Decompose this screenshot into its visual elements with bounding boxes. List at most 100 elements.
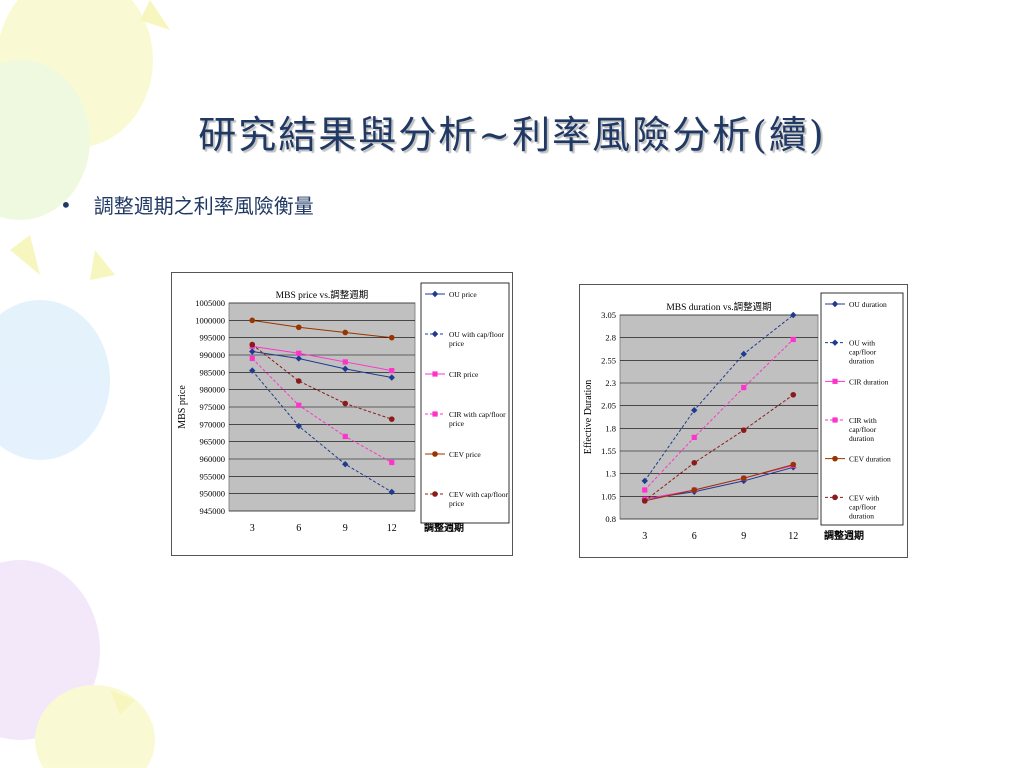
price-data-point — [295, 378, 302, 384]
duration-data-point — [790, 311, 797, 319]
price-data-point — [342, 365, 349, 373]
duration-x-axis-label: 調整週期 — [824, 529, 864, 542]
duration-y-tick-label: 2.3 — [605, 378, 616, 388]
duration-series-line — [644, 339, 794, 491]
duration-data-point — [691, 459, 698, 466]
price-y-tick-label: 990000 — [200, 350, 226, 360]
duration-legend-item: CEV with cap/floor duration — [825, 493, 879, 520]
price-legend-item: CEV price — [425, 450, 481, 459]
price-y-tick-label: 975000 — [200, 402, 226, 412]
price-data-point — [342, 400, 349, 407]
duration-data-point — [691, 487, 698, 493]
duration-data-point — [691, 434, 697, 440]
duration-y-tick-label: 1.3 — [605, 469, 616, 479]
duration-data-point — [740, 350, 747, 358]
duration-series-4 — [642, 336, 796, 493]
duration-legend-label: OU with cap/floor duration — [849, 339, 877, 366]
duration-y-tick-label: 1.8 — [605, 423, 616, 433]
price-y-tick-label: 1005000 — [195, 298, 225, 308]
duration-series-line — [644, 314, 794, 482]
bullet-text: 調整週期之利率風險衡量 — [93, 194, 314, 218]
duration-data-point — [740, 475, 747, 481]
price-data-point — [249, 367, 256, 374]
mbs-duration-chart: 3.05 2.8 2.55 2.3 2.05 1.8 1.55 1.3 1.05 0.8 3 6 9 12… — [579, 284, 908, 558]
price-series-line — [252, 319, 392, 339]
price-data-point — [249, 341, 256, 348]
balloon-blue — [0, 300, 110, 460]
duration-legend-label: CIR duration — [849, 377, 889, 386]
price-x-tick-label: 12 — [387, 523, 397, 534]
duration-y-axis-label: Effective Duration — [583, 380, 594, 455]
price-data-point — [342, 329, 349, 336]
price-legend-box — [420, 282, 510, 524]
price-y-tick-label: 945000 — [200, 506, 226, 516]
price-data-point — [295, 355, 302, 362]
price-data-point — [249, 355, 255, 362]
price-data-point — [249, 317, 256, 324]
price-legend-item: CIR price — [425, 370, 479, 379]
duration-legend-label: CEV duration — [849, 455, 891, 464]
duration-legend-item: CIR with cap/floor duration — [825, 416, 877, 443]
duration-data-point — [790, 336, 796, 343]
price-chart-title: MBS price vs.調整週期 — [276, 289, 369, 301]
price-data-point — [388, 488, 395, 496]
duration-legend-marker — [832, 378, 838, 384]
duration-legend-label: CIR with cap/floor duration — [849, 416, 877, 443]
price-legend-label: CEV with cap/floor price — [449, 490, 509, 508]
price-data-point — [342, 461, 349, 468]
price-legend-label: CIR with cap/floor price — [449, 410, 506, 428]
duration-legend-marker — [831, 339, 839, 346]
duration-data-point — [790, 391, 797, 398]
duration-legend-item: OU duration — [825, 300, 887, 309]
duration-legend-marker — [832, 455, 838, 462]
price-y-tick-label: 980000 — [200, 385, 226, 395]
balloon-yellow-ray — [10, 235, 40, 275]
price-series-4 — [249, 355, 395, 466]
duration-data-point — [641, 477, 648, 485]
price-data-point — [388, 374, 395, 381]
mbs-price-chart: 1005000 1000000 995000 990000 985000 980000 97… — [171, 272, 513, 556]
duration-series-line — [644, 394, 794, 502]
price-series-line — [251, 344, 392, 420]
duration-series-line — [644, 464, 794, 502]
duration-legend-marker — [832, 417, 838, 423]
duration-x-tick-label: 6 — [692, 531, 697, 542]
duration-legend-label: OU duration — [849, 300, 887, 309]
duration-y-tick-label: 1.55 — [601, 446, 616, 456]
bullet-item: • 調整週期之利率風險衡量 — [60, 190, 314, 219]
price-legend-label: CIR price — [449, 370, 479, 379]
price-y-tick-label: 950000 — [200, 489, 226, 499]
price-legend: OU price OU with cap/floor price CIR price C… — [420, 282, 510, 524]
price-legend-label: OU with cap/floor price — [449, 330, 504, 348]
price-x-tick-label: 9 — [343, 523, 348, 534]
price-legend-item: OU price — [425, 290, 477, 299]
balloon-yellow-ray — [90, 250, 115, 280]
duration-legend: OU duration OU with cap/floor duration CIR d… — [820, 292, 904, 526]
price-legend-label: OU price — [449, 290, 477, 299]
price-y-tick-label: 955000 — [200, 471, 226, 481]
duration-series-2 — [641, 311, 797, 485]
balloon-green-top — [0, 60, 90, 220]
price-series-5 — [249, 317, 395, 341]
price-legend-marker — [431, 290, 439, 298]
duration-chart-title: MBS duration vs.調整週期 — [666, 301, 771, 313]
duration-y-tick-label: 1.05 — [601, 491, 616, 501]
price-legend-marker — [432, 491, 438, 497]
price-data-point — [342, 433, 348, 440]
duration-legend-box — [820, 292, 904, 526]
price-y-tick-label: 985000 — [200, 367, 226, 377]
duration-y-tick-label: 2.8 — [605, 333, 616, 343]
duration-data-point — [691, 407, 698, 414]
price-y-tick-label: 1000000 — [195, 315, 225, 325]
price-legend-marker — [431, 330, 439, 338]
price-data-point — [389, 368, 395, 374]
price-legend-item: OU with cap/floor price — [425, 330, 504, 348]
price-series-line — [252, 351, 392, 379]
price-data-point — [295, 324, 302, 331]
duration-x-tick-label: 12 — [788, 531, 798, 542]
price-series-line — [251, 358, 392, 463]
duration-legend-item: OU with cap/floor duration — [825, 339, 877, 366]
duration-data-point — [740, 427, 747, 433]
balloon-yellow-ray — [140, 0, 170, 30]
price-legend-item: CIR with cap/floor price — [425, 410, 506, 428]
